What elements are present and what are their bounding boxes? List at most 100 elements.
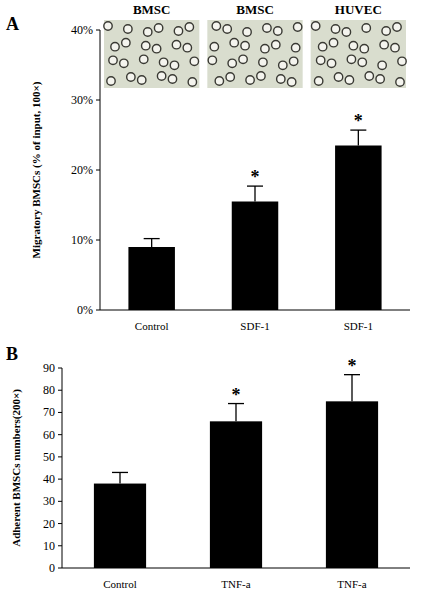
- cell: [345, 76, 353, 84]
- error-cap: [144, 238, 160, 239]
- y-tick-label: 10%: [71, 233, 93, 247]
- image-label: BMSC: [133, 2, 171, 17]
- cell: [170, 61, 178, 69]
- error-cap: [112, 472, 128, 473]
- cell: [185, 23, 193, 31]
- cell: [334, 73, 342, 81]
- y-tick-label: 20: [43, 517, 55, 531]
- x-tick-label: SDF-1: [240, 320, 269, 332]
- y-tick: [96, 170, 100, 171]
- bar: [232, 202, 279, 311]
- error-bar: [247, 186, 263, 201]
- cell: [289, 57, 297, 65]
- cell: [120, 59, 128, 67]
- cell: [378, 61, 386, 69]
- cell: [223, 25, 231, 33]
- cell: [172, 40, 180, 48]
- cell: [287, 78, 295, 86]
- figure: ABMSCBMSCHUVEC0%10%20%30%40%Migratory BM…: [0, 0, 425, 605]
- image-label: HUVEC: [335, 2, 382, 17]
- y-tick-label: 0%: [77, 303, 93, 317]
- panel-0: ABMSCBMSCHUVEC0%10%20%30%40%Migratory BM…: [6, 2, 410, 332]
- micrograph: [207, 20, 302, 88]
- error-bar: [112, 472, 128, 483]
- cell: [152, 44, 160, 52]
- y-tick: [58, 545, 62, 546]
- panel-letter: B: [6, 344, 18, 364]
- cell: [168, 75, 176, 83]
- error-bar: [228, 404, 244, 422]
- cell: [342, 28, 350, 36]
- y-tick: [58, 456, 62, 457]
- cell: [144, 28, 152, 36]
- y-tick-label: 40: [43, 472, 55, 486]
- cell: [279, 61, 287, 69]
- cell: [347, 55, 355, 63]
- cell: [228, 59, 236, 67]
- cell: [274, 27, 282, 35]
- cell: [362, 24, 370, 32]
- x-axis: [62, 568, 410, 569]
- cell: [272, 40, 280, 48]
- cell: [391, 43, 399, 51]
- cell: [365, 72, 373, 80]
- cell: [393, 23, 401, 31]
- panel-1: B0102030405060708090Adherent BMSCs numbe…: [6, 344, 410, 590]
- significance-mark: *: [348, 356, 357, 376]
- cell: [239, 55, 247, 63]
- y-tick: [58, 523, 62, 524]
- cell: [360, 44, 368, 52]
- cell: [190, 57, 198, 65]
- significance-mark: *: [354, 111, 363, 131]
- bar: [210, 421, 262, 568]
- x-tick-label: TNF-a: [337, 578, 366, 590]
- cell: [316, 56, 324, 64]
- y-tick: [58, 434, 62, 435]
- cell: [212, 22, 220, 30]
- cell: [358, 58, 366, 66]
- micrograph-bg: [207, 20, 302, 88]
- y-tick-label: 70: [43, 405, 55, 419]
- bar: [326, 401, 378, 568]
- x-tick-label: Control: [135, 320, 169, 332]
- x-tick-label: TNF-a: [221, 578, 250, 590]
- cell: [241, 41, 249, 49]
- y-tick-label: 30%: [71, 93, 93, 107]
- error-bar: [350, 130, 366, 145]
- plot-area: [128, 130, 381, 310]
- significance-mark: *: [232, 385, 241, 405]
- y-tick: [96, 240, 100, 241]
- y-tick-label: 10: [43, 539, 55, 553]
- y-axis: [62, 368, 63, 568]
- cell: [157, 72, 165, 80]
- cell: [210, 42, 218, 50]
- y-tick: [96, 100, 100, 101]
- cell: [107, 77, 115, 85]
- cell: [329, 38, 337, 46]
- cell: [127, 73, 135, 81]
- y-tick: [58, 568, 62, 569]
- panel-letter: A: [6, 14, 19, 34]
- x-tick-label: SDF-1: [344, 320, 373, 332]
- cell: [142, 41, 150, 49]
- cell: [398, 57, 406, 65]
- plot-area: [94, 375, 378, 568]
- cell: [331, 25, 339, 33]
- cell: [122, 38, 130, 46]
- bar: [94, 484, 146, 568]
- error-stem: [358, 130, 359, 145]
- cell: [314, 77, 322, 85]
- cell: [396, 78, 404, 86]
- error-stem: [235, 404, 236, 422]
- cell: [215, 77, 223, 85]
- cell: [293, 23, 301, 31]
- y-tick-label: 40%: [71, 23, 93, 37]
- y-tick: [58, 479, 62, 480]
- y-axis-title: Migratory BMSCs (% of input, 100×): [30, 81, 43, 258]
- cell: [109, 56, 117, 64]
- error-stem: [254, 186, 255, 201]
- y-tick-label: 50: [43, 450, 55, 464]
- y-tick: [96, 30, 100, 31]
- y-tick: [58, 368, 62, 369]
- bar: [128, 247, 175, 310]
